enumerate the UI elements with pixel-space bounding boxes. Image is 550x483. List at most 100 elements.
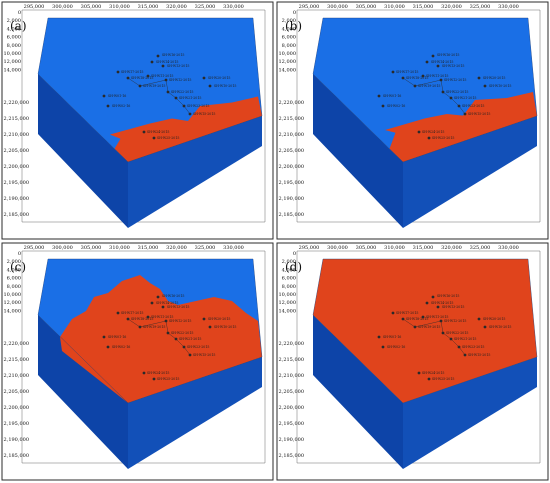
x-tick-label: 330,000: [223, 245, 244, 251]
well-label: SH-W13-2015: [442, 64, 464, 68]
well-label: SH-W17-2015: [396, 70, 418, 74]
depth-tick-label: 4,000: [282, 26, 296, 32]
well-label: SH-W10-2015: [214, 325, 236, 329]
panel-3: 295,000 300,000 305,000 310,000 315,000 320,0…: [276, 242, 549, 481]
depth-tick-label: 6,000: [282, 276, 296, 282]
well-marker: [142, 130, 146, 134]
well-label: SH-W13-2015: [167, 305, 189, 309]
y-tick-label: 2,195,000: [4, 421, 29, 427]
depth-tick-label: 6,000: [7, 276, 21, 282]
x-tick-label: 310,000: [109, 4, 130, 10]
panel-1: 295,000 300,000 305,000 310,000 315,000 320,0…: [276, 1, 549, 240]
well-label: SH-W22-2015: [171, 90, 193, 94]
well-label: SH-W20-2015: [208, 76, 230, 80]
y-tick-label: 2,190,000: [279, 437, 304, 443]
depth-tick-label: 12,000: [4, 59, 22, 65]
well-marker: [146, 74, 150, 78]
y-tick-label: 2,185,000: [279, 453, 304, 459]
depth-tick-label: 0: [293, 10, 296, 16]
depth-tick-label: 4,000: [7, 267, 21, 273]
well-marker: [483, 325, 487, 329]
y-tick-label: 2,195,000: [279, 180, 304, 186]
well-label: SH-W22-2015: [446, 90, 468, 94]
well-marker: [208, 84, 212, 88]
well-label: SH-W19-2015: [143, 325, 165, 329]
x-tick-label: 305,000: [81, 245, 102, 251]
well-marker: [106, 345, 110, 349]
well-label: SH-W13-2015: [167, 64, 189, 68]
well-marker: [421, 315, 425, 319]
y-tick-label: 2,185,000: [4, 453, 29, 459]
y-tick-label: 2,185,000: [4, 212, 29, 218]
well-label: SH-W14-2015: [431, 60, 453, 64]
well-label: SH-W02-16: [112, 345, 130, 349]
well-trajectory: [402, 77, 466, 115]
depth-tick-label: 12,000: [279, 300, 297, 306]
block-top-face: [313, 259, 537, 403]
y-tick-label: 2,215,000: [4, 116, 29, 122]
well-label: SH-W21-2015: [179, 337, 201, 341]
depth-tick-label: 2,000: [7, 259, 21, 265]
well-marker: [102, 94, 106, 98]
well-label: SH-W24-2015: [422, 130, 444, 134]
well-label: SH-W20-2015: [483, 317, 505, 321]
well-label: SH-W14-2015: [156, 301, 178, 305]
depth-tick-label: 10,000: [279, 51, 297, 57]
x-tick-label: 300,000: [52, 245, 73, 251]
panel-label: (b): [285, 19, 302, 33]
well-marker: [477, 76, 481, 80]
x-tick-label: 320,000: [441, 4, 462, 10]
x-tick-label: 320,000: [441, 245, 462, 251]
depth-tick-label: 0: [293, 251, 296, 257]
well-trajectory: [402, 318, 466, 356]
well-marker: [417, 371, 421, 375]
well-marker: [156, 295, 160, 299]
block-top-outline: [312, 258, 538, 404]
well-label: SH-W18-2015: [406, 76, 428, 80]
well-marker: [152, 136, 156, 140]
well-label: SH-W14-2015: [156, 60, 178, 64]
x-tick-label: 295,000: [299, 4, 320, 10]
x-tick-label: 305,000: [356, 245, 377, 251]
well-marker: [427, 136, 431, 140]
block-right-face: [403, 116, 537, 228]
well-marker: [421, 74, 425, 78]
x-tick-label: 315,000: [413, 245, 434, 251]
well-label: SH-W12-2015: [169, 78, 191, 82]
y-tick-label: 2,215,000: [4, 357, 29, 363]
x-tick-label: 320,000: [166, 4, 187, 10]
depth-tick-label: 4,000: [282, 267, 296, 273]
depth-tick-label: 8,000: [7, 43, 21, 49]
well-label: SH-W21-2015: [454, 337, 476, 341]
well-label: SH-W17-2015: [396, 311, 418, 315]
well-label: SH-W19-2015: [418, 325, 440, 329]
x-tick-label: 330,000: [498, 245, 519, 251]
well-marker: [202, 76, 206, 80]
block-front-face: [38, 315, 128, 469]
well-marker: [202, 317, 206, 321]
y-tick-label: 2,215,000: [279, 357, 304, 363]
panel-0: 295,000 300,000 305,000 310,000 315,000 320,0…: [1, 1, 274, 240]
well-label: SH-W20-2015: [208, 317, 230, 321]
panel-label: (a): [10, 19, 27, 33]
well-label: SH-W19-2015: [418, 84, 440, 88]
block-right-face: [128, 116, 262, 228]
well-label: SH-W01-16: [383, 335, 401, 339]
well-label: SH-W01-16: [383, 94, 401, 98]
oil-region: [110, 96, 262, 162]
depth-tick-label: 0: [18, 10, 21, 16]
depth-tick-label: 10,000: [279, 292, 297, 298]
well-marker: [391, 70, 395, 74]
depth-tick-label: 14,000: [279, 67, 297, 73]
well-label: SH-W25-2015: [432, 377, 454, 381]
panel-label: (d): [285, 260, 302, 274]
well-marker: [152, 377, 156, 381]
y-tick-label: 2,195,000: [279, 421, 304, 427]
well-label: SH-W24-2015: [147, 371, 169, 375]
well-label: SH-W24-2015: [422, 371, 444, 375]
y-tick-label: 2,205,000: [279, 148, 304, 154]
well-marker: [150, 60, 154, 64]
y-tick-label: 2,200,000: [279, 405, 304, 411]
well-marker: [102, 335, 106, 339]
well-marker: [116, 70, 120, 74]
